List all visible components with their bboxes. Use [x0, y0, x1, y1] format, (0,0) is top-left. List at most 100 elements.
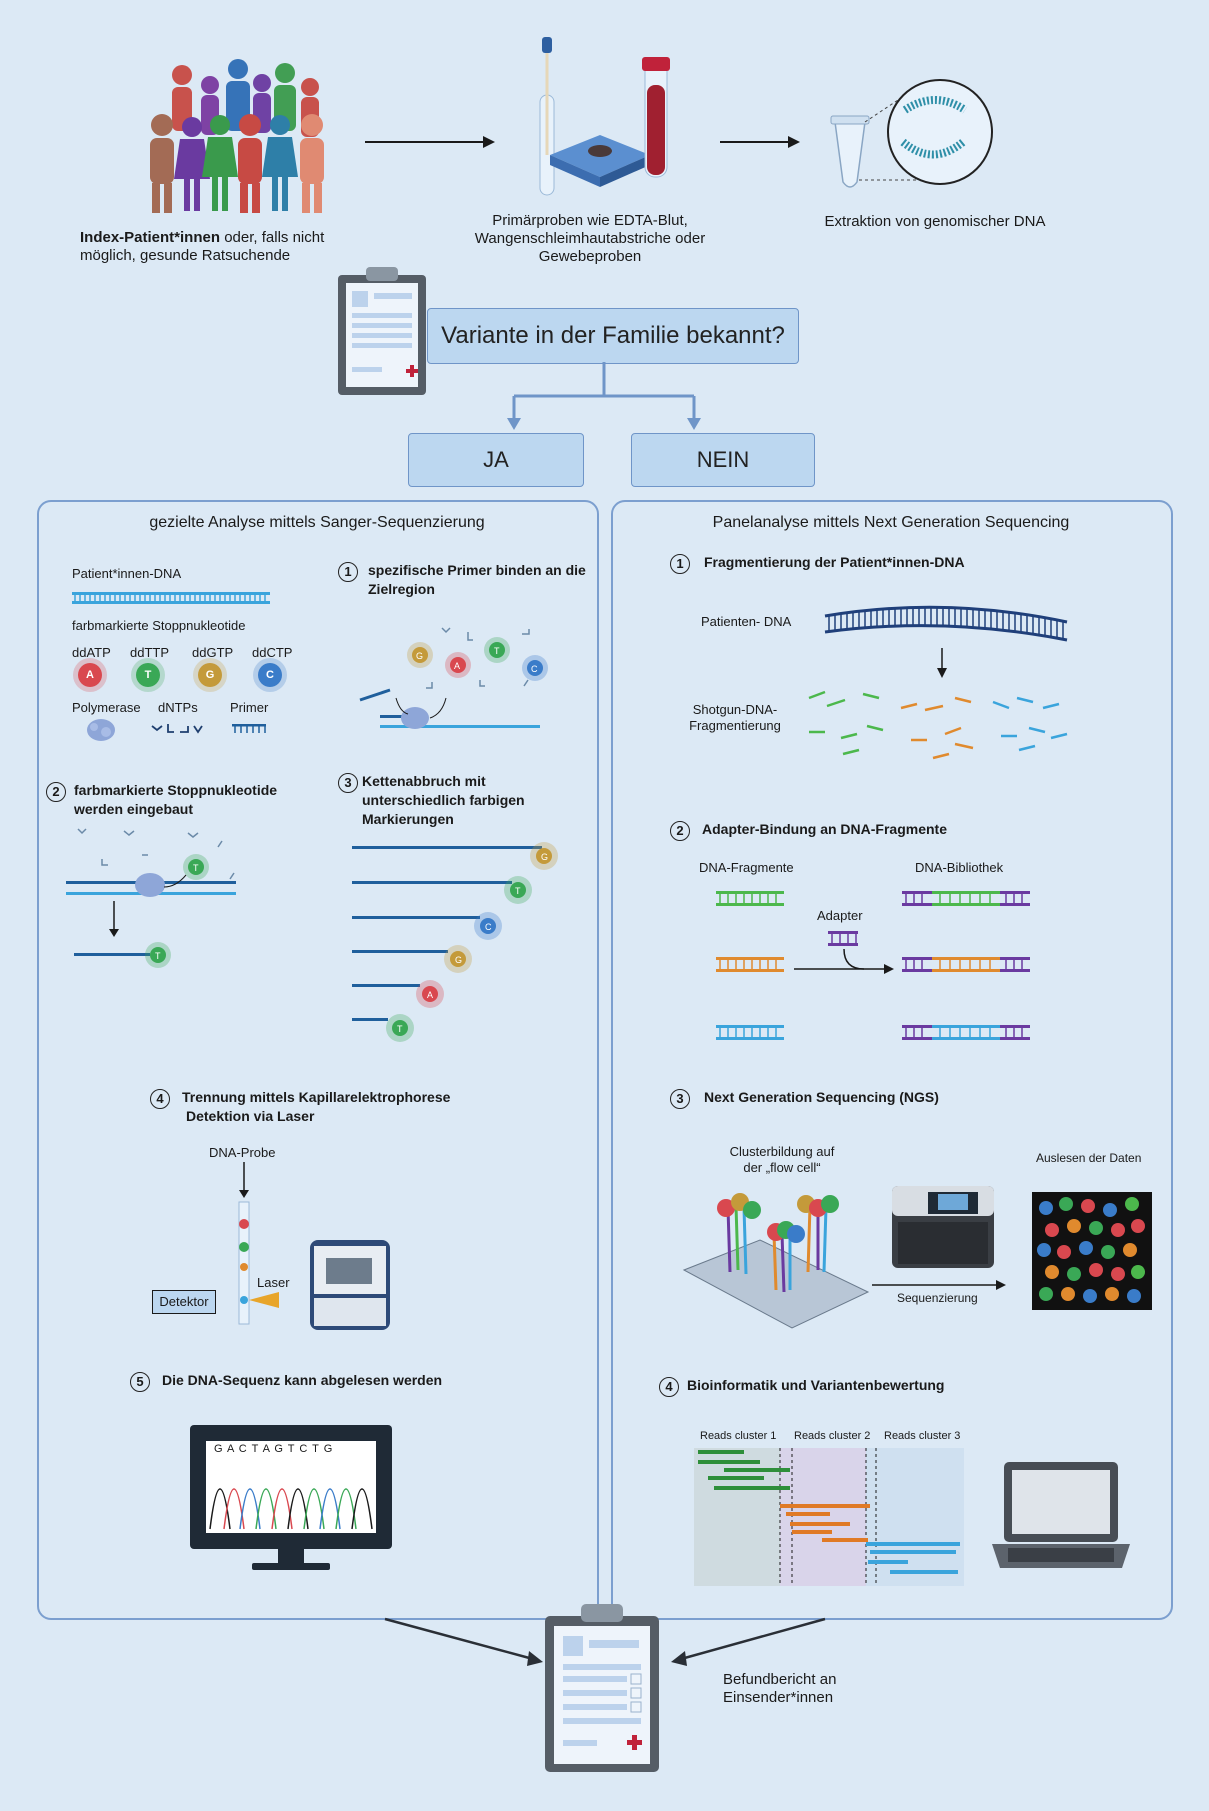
answer-yes-box: JA [408, 433, 584, 487]
sanger-step-5-number: 5 [130, 1372, 150, 1392]
dntps-icon [151, 724, 203, 734]
dna-fragments-label: DNA-Fragmente [699, 860, 794, 875]
shotgun-label-line-1: Shotgun-DNA- [692, 702, 778, 717]
nucleotide-g-icon: G [198, 663, 222, 687]
laser-label: Laser [257, 1275, 290, 1290]
patients-label-rest-2: möglich, gesunde Ratsuchende [80, 247, 291, 264]
sanger-step-3-text: Kettenabbruch mit unterschiedlich farbig… [362, 773, 525, 827]
arrow-patients-to-samples [365, 136, 495, 148]
chain-termination-illustration: G T C G A T [352, 842, 558, 1042]
svg-text:A: A [454, 661, 460, 671]
dna-fragments-scatter [808, 690, 1068, 760]
nucleotide-c-icon: C [258, 663, 282, 687]
samples-icon [520, 35, 680, 205]
primer-icon [232, 724, 266, 733]
detector-label: Detektor [159, 1294, 209, 1309]
svg-text:C: C [485, 922, 492, 932]
ngs-step-3-text: Next Generation Sequencing (NGS) [704, 1089, 939, 1105]
sanger-step-2-text: farbmarkierte Stoppnukleotide werden ein… [74, 782, 278, 817]
sequencer-icon [892, 1186, 994, 1268]
sanger-step-2-number: 2 [46, 782, 66, 802]
flow-cell-illustration [682, 1193, 870, 1329]
answer-no-box: NEIN [631, 433, 815, 487]
ngs-step-2-text: Adapter-Bindung an DNA-Fragmente [702, 821, 947, 837]
monitor-base [252, 1563, 330, 1570]
ngs-step-4: 4 Bioinformatik und Variantenbewertung [659, 1376, 1019, 1397]
detector-box: Detektor [152, 1290, 216, 1314]
svg-text:T: T [193, 863, 199, 873]
ngs-panel [611, 500, 1173, 1620]
samples-label-line-2: Wangenschleimhautabstriche oder [474, 230, 706, 247]
sanger-step-1-number: 1 [338, 562, 358, 582]
svg-text:G: G [455, 955, 462, 965]
chromatogram-trace [209, 1488, 373, 1530]
reads-cluster-3-label: Reads cluster 3 [884, 1430, 961, 1442]
polymerase-label: Polymerase [72, 700, 141, 715]
sanger-patient-dna-label: Patient*innen-DNA [72, 566, 182, 581]
ngs-title: Panelanalyse mittels Next Generation Seq… [712, 514, 1070, 531]
sequencing-arrow [872, 1280, 1006, 1290]
stop-nucleotide-incorporation-illustration: T T [66, 828, 236, 968]
laptop-icon [992, 1462, 1130, 1568]
ddctp-label: ddCTP [252, 645, 293, 660]
dna-probe-label: DNA-Probe [209, 1145, 276, 1160]
shotgun-label-line-2: Fragmentierung [689, 718, 781, 733]
ngs-step-4-text: Bioinformatik und Variantenbewertung [687, 1377, 945, 1393]
svg-text:T: T [397, 1024, 403, 1034]
svg-text:C: C [531, 664, 538, 674]
sanger-step-1-text: spezifische Primer binden an die Zielreg… [368, 562, 586, 597]
sanger-patient-dna-strand [72, 592, 270, 604]
nucleotide-t-icon: T [136, 663, 160, 687]
decision-question-box: Variante in der Familie bekannt? [427, 308, 799, 364]
capillary-electrophoresis-illustration [238, 1162, 390, 1330]
monitor-screen: G A C T A G T C T G [206, 1441, 376, 1533]
report-clipboard-icon [543, 1600, 663, 1775]
sanger-step-5-text: Die DNA-Sequenz kann abgelesen werden [162, 1372, 443, 1388]
polymerase-icon [87, 719, 115, 741]
clipboard-icon [336, 263, 430, 398]
decision-question: Variante in der Familie bekannt? [441, 322, 785, 349]
patients-label-rest-1: oder, falls nicht [220, 229, 325, 246]
ngs-patient-dna-label: Patienten- DNA [701, 614, 792, 629]
cluster-label-line-1: Clusterbildung auf [729, 1144, 835, 1159]
patients-label: Index-Patient*innen oder, falls nicht mö… [80, 229, 370, 265]
answer-no: NEIN [696, 447, 750, 472]
ngs-patient-dna-strand [824, 605, 1068, 642]
reads-alignment-panel: Reads cluster 1 Reads cluster 2 Reads cl… [694, 1428, 964, 1586]
ngs-step-2: 2 Adapter-Bindung an DNA-Fragmente [670, 820, 1030, 841]
patients-group-icon [140, 55, 350, 215]
ddttp-label: ddTTP [130, 645, 170, 660]
sequence-letters: G A C T A G T C T G [214, 1443, 334, 1455]
ngs-step-2-number: 2 [670, 821, 690, 841]
sanger-step-1: 1 spezifische Primer binden an die Zielr… [338, 561, 588, 599]
sanger-step-4-number: 4 [150, 1089, 170, 1109]
svg-text:G: G [541, 852, 548, 862]
svg-text:G: G [416, 651, 423, 661]
shotgun-label: Shotgun-DNA- Fragmentierung [680, 702, 790, 734]
ddatp-label: ddATP [72, 645, 111, 660]
nucleotide-a-icon: A [78, 663, 102, 687]
sanger-stop-nucleotides-label: farbmarkierte Stoppnukleotide [72, 618, 246, 633]
sanger-step-4-line-1: Trennung mittels Kapillarelektrophorese [182, 1089, 451, 1105]
readout-dots [1037, 1197, 1145, 1303]
answer-yes: JA [483, 447, 509, 472]
svg-text:T: T [515, 886, 521, 896]
monitor-stand [278, 1549, 304, 1565]
sanger-step-5: 5 Die DNA-Sequenz kann abgelesen werden [130, 1371, 470, 1392]
sanger-step-2: 2 farbmarkierte Stoppnukleotide werden e… [46, 781, 286, 819]
decision-branch-arrows [507, 362, 701, 430]
adapter-binding-illustration [716, 891, 1030, 1040]
adapter-label: Adapter [817, 908, 863, 923]
fragmentation-arrow [937, 648, 947, 678]
report-label-line-2: Einsender*innen [723, 1689, 834, 1706]
svg-text:A: A [427, 990, 433, 1000]
report-label-line-1: Befundbericht an [723, 1671, 837, 1688]
reads-cluster-1-label: Reads cluster 1 [700, 1430, 777, 1442]
samples-label: Primärproben wie EDTA-Blut, Wangenschlei… [440, 212, 740, 266]
dntps-label: dNTPs [158, 700, 198, 715]
reads-alignment-plot [694, 1448, 964, 1586]
samples-label-line-1: Primärproben wie EDTA-Blut, [492, 212, 688, 229]
ngs-step-4-number: 4 [659, 1377, 679, 1397]
extraction-label: Extraktion von genomischer DNA [824, 213, 1046, 230]
ngs-step-1-text: Fragmentierung der Patient*innen-DNA [704, 554, 965, 570]
